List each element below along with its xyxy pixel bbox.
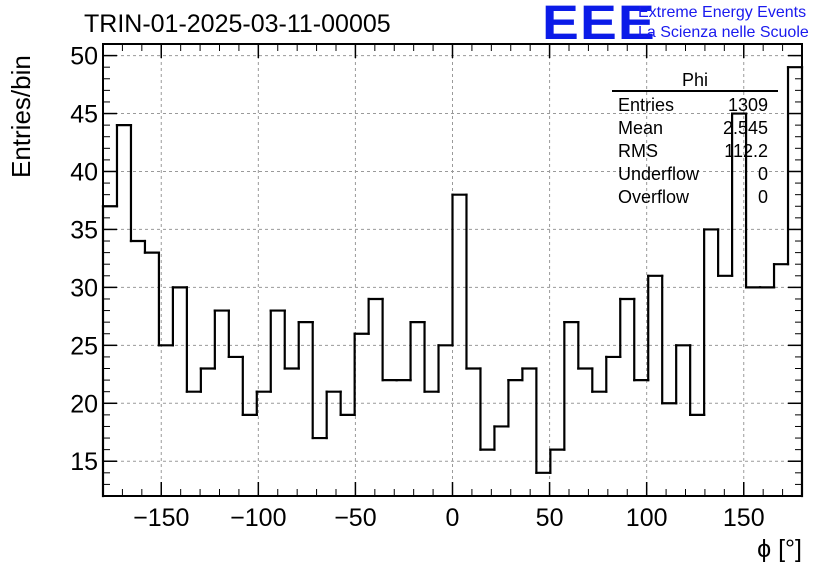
stats-value: 1309 xyxy=(727,95,768,115)
stats-label: Underflow xyxy=(618,164,700,184)
stats-value: 112.2 xyxy=(724,141,768,161)
stats-box: Phi Entries 1309 Mean 2.545 RMS 112.2 Un… xyxy=(612,70,778,209)
tick-label-layer: −150 −100 −50 0 50 100 150 15 20 25 30 35 40 45 50 xyxy=(70,43,764,532)
stats-value: 0 xyxy=(757,187,768,207)
stats-label: RMS xyxy=(618,141,658,161)
y-tick-label: 35 xyxy=(70,216,98,244)
stats-label: Overflow xyxy=(618,187,690,207)
x-axis-label: ϕ [°] xyxy=(757,535,802,563)
eee-logo: EEE xyxy=(542,0,656,50)
stats-row-underflow: Underflow 0 xyxy=(612,163,778,186)
histogram-layer xyxy=(101,66,804,498)
x-tick-label: −150 xyxy=(133,504,189,532)
stats-label: Mean xyxy=(618,118,664,138)
x-tick-label: 150 xyxy=(723,504,765,532)
stats-row-overflow: Overflow 0 xyxy=(612,186,778,209)
y-tick-label: 40 xyxy=(70,158,98,186)
y-tick-label: 30 xyxy=(70,274,98,302)
stats-value: 0 xyxy=(757,164,768,184)
stats-title: Phi xyxy=(612,70,778,92)
y-tick-label: 45 xyxy=(70,101,98,129)
stats-row-entries: Entries 1309 xyxy=(612,94,778,117)
stats-label: Entries xyxy=(618,95,675,115)
y-axis-label: Entries/bin xyxy=(6,55,36,178)
plot-title: TRIN-01-2025-03-11-00005 xyxy=(84,10,391,38)
x-tick-label: 0 xyxy=(446,504,460,532)
x-tick-label: 50 xyxy=(536,504,564,532)
stats-row-rms: RMS 112.2 xyxy=(612,140,778,163)
tick-layer xyxy=(102,43,803,497)
logo-caption-1: Extreme Energy Events xyxy=(638,4,807,21)
y-tick-label: 25 xyxy=(70,332,98,360)
y-tick-label: 20 xyxy=(70,390,98,418)
x-tick-label: −100 xyxy=(230,504,286,532)
stats-row-mean: Mean 2.545 xyxy=(612,117,778,140)
y-tick-label: 15 xyxy=(70,448,98,476)
x-tick-label: −50 xyxy=(334,504,376,532)
y-tick-label: 50 xyxy=(70,43,98,71)
stats-value: 2.545 xyxy=(722,118,768,138)
logo-caption-2: La Scienza nelle Scuole xyxy=(638,24,809,41)
x-tick-label: 100 xyxy=(626,504,668,532)
